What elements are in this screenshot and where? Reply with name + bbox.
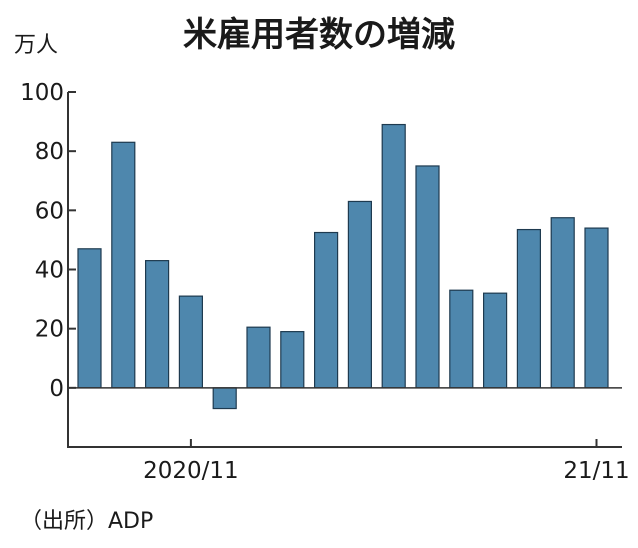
bar [280, 331, 305, 389]
bar [584, 227, 609, 389]
bar [449, 289, 474, 389]
bars [77, 123, 609, 410]
axes [67, 92, 622, 448]
x-tick-label: 2020/11 [143, 458, 239, 484]
bar [145, 260, 170, 389]
bar [212, 387, 237, 410]
y-tick-label: 40 [35, 258, 64, 284]
bar [516, 228, 542, 389]
bar [483, 292, 508, 389]
bar [111, 141, 136, 389]
bar [415, 165, 440, 389]
y-tick-label: 20 [35, 317, 64, 343]
y-unit-label: 万人 [14, 33, 58, 58]
y-tick-label: 0 [49, 376, 64, 402]
bar [347, 200, 372, 389]
x-tick-label: 21/11 [563, 458, 629, 484]
y-axis-ticks: 100 80 60 40 20 0 [20, 80, 76, 402]
bar [77, 248, 102, 389]
y-tick-label: 60 [35, 198, 64, 224]
y-tick-label: 80 [35, 139, 64, 165]
chart-title: 米雇用者数の増減 [183, 15, 455, 55]
source-note: （出所）ADP [20, 509, 153, 534]
bar [550, 217, 575, 389]
bar [314, 231, 339, 389]
x-axis-ticks: 2020/11 21/11 [143, 439, 630, 484]
bar [246, 326, 271, 389]
y-tick-label: 100 [20, 80, 64, 106]
bar [178, 295, 203, 389]
bar [381, 123, 406, 389]
